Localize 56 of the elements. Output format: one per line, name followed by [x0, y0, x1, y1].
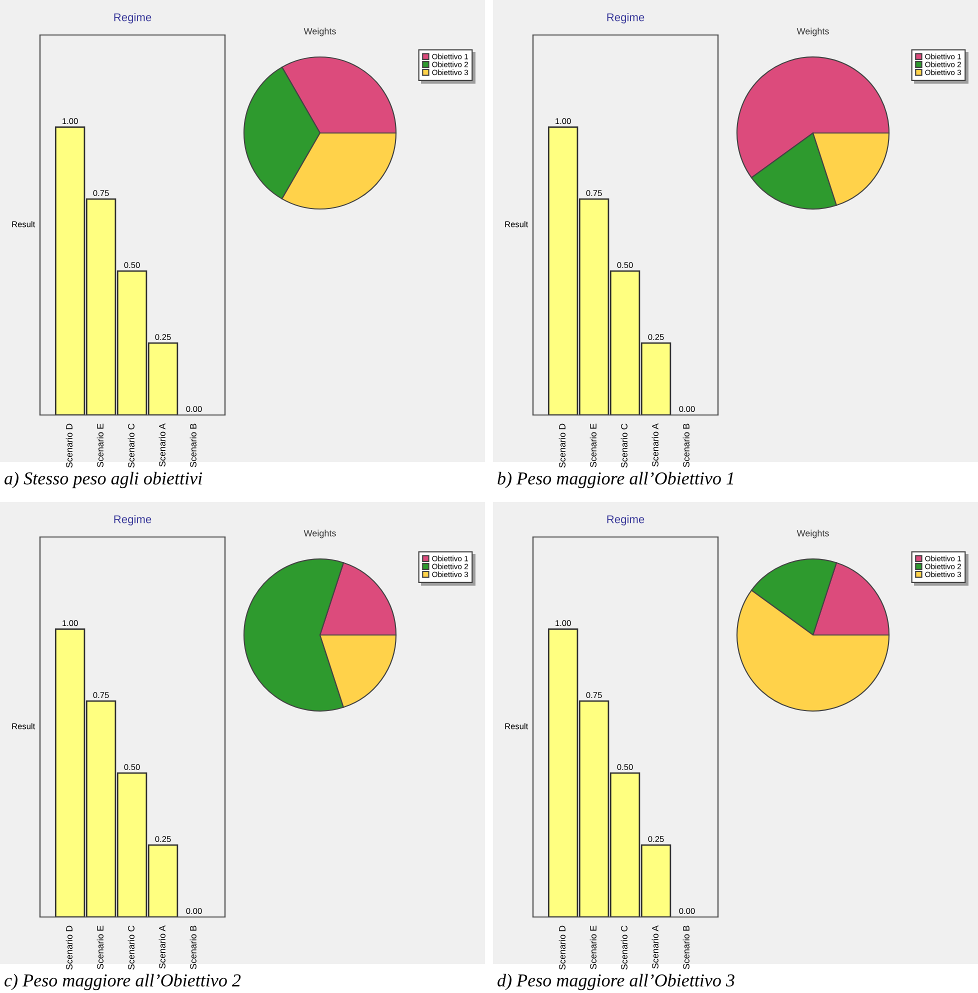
data-label: 0.75 — [93, 692, 109, 698]
x-tick-label: Scenario B — [190, 424, 196, 468]
chart-title: Weights — [304, 28, 336, 36]
x-tick-label: Scenario A — [652, 925, 658, 969]
chart-title: Weights — [796, 28, 829, 36]
text: b) Peso maggiore all’Obiettivo 1 — [498, 472, 734, 488]
data-label: 0.50 — [124, 262, 140, 268]
text: d) Peso maggiore all’Obiettivo 3 — [498, 974, 734, 990]
x-tick-label: Scenario C — [128, 424, 134, 468]
x-tick-label: Scenario E — [96, 424, 104, 468]
x-tick-label: Scenario D — [66, 926, 72, 970]
x-tick-label: Scenario C — [620, 424, 628, 468]
x-tick-label: Scenario B — [190, 926, 196, 970]
data-label: 0.75 — [586, 692, 602, 698]
x-tick-label: Scenario E — [590, 926, 596, 970]
text: a) Stesso peso agli obiettivi — [4, 472, 202, 488]
x-tick-label: Scenario D — [66, 424, 72, 468]
y-axis-title: Result — [12, 723, 36, 730]
x-tick-label: Scenario B — [682, 424, 690, 468]
x-tick-label: Scenario E — [96, 926, 104, 970]
chart-title: Weights — [796, 530, 829, 538]
x-tick-label: Scenario A — [652, 423, 658, 467]
chart-title: Regime — [114, 515, 152, 526]
chart-title: Regime — [607, 515, 644, 526]
data-label: 0.75 — [93, 190, 109, 196]
data-label: 0.25 — [155, 836, 171, 842]
chart-title: Weights — [304, 530, 336, 538]
x-tick-label: Scenario B — [682, 926, 690, 970]
y-axis-title: Result — [505, 221, 528, 228]
y-axis-title: Result — [505, 723, 528, 730]
data-label: 0.00 — [186, 908, 202, 914]
data-label: 1.00 — [556, 620, 571, 626]
x-tick-label: Scenario E — [590, 424, 596, 468]
data-label: 0.00 — [186, 406, 202, 412]
data-label: 0.25 — [155, 334, 171, 340]
data-label: 0.00 — [679, 406, 695, 412]
data-label: 0.75 — [586, 190, 602, 196]
x-tick-label: Scenario A — [158, 423, 166, 467]
data-label: 0.25 — [648, 836, 664, 842]
data-label: 0.50 — [124, 764, 140, 770]
data-label: 0.00 — [679, 908, 695, 914]
data-label: 0.50 — [617, 764, 633, 770]
chart-title: Regime — [114, 13, 152, 24]
x-tick-label: Scenario A — [158, 925, 166, 969]
x-tick-label: Scenario C — [620, 926, 628, 970]
y-axis-title: Result — [12, 221, 36, 228]
data-label: 1.00 — [556, 118, 571, 124]
x-tick-label: Scenario D — [558, 926, 566, 970]
x-tick-label: Scenario D — [558, 424, 566, 468]
data-label: 1.00 — [62, 118, 78, 124]
data-label: 0.50 — [617, 262, 633, 268]
x-tick-label: Scenario C — [128, 926, 134, 970]
text: c) Peso maggiore all’Obiettivo 2 — [4, 974, 241, 990]
data-label: 1.00 — [62, 620, 78, 626]
data-label: 0.25 — [648, 334, 664, 340]
chart-title: Regime — [607, 13, 644, 24]
